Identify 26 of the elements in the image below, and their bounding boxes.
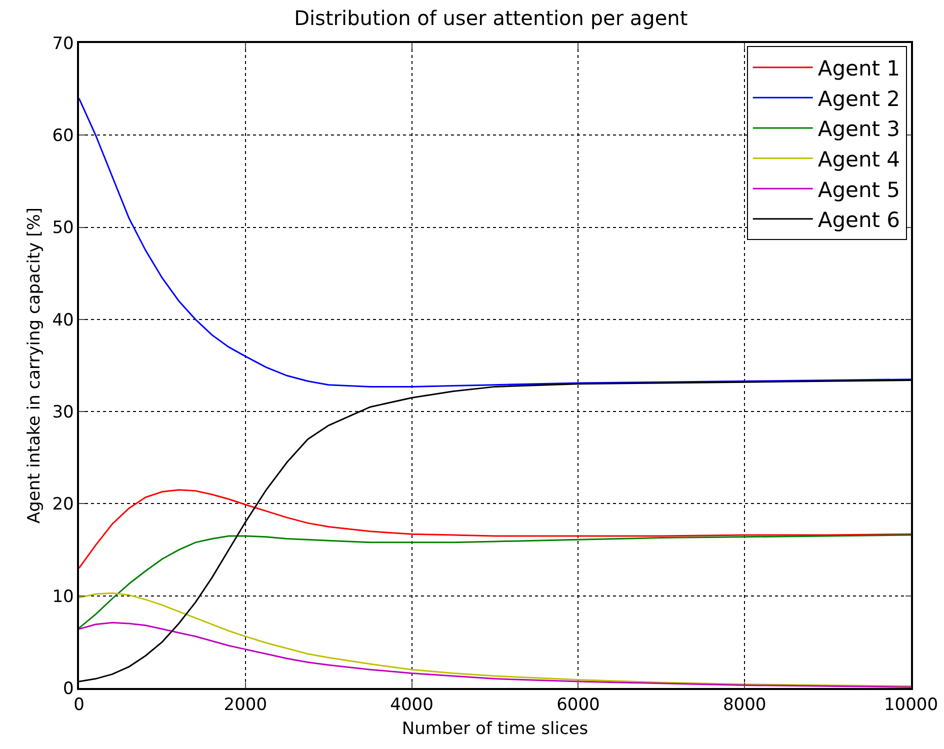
y-tick-label: 30 [52,402,74,423]
legend-label: Agent 5 [818,178,900,202]
y-tick-label: 40 [52,310,74,330]
legend-label: Agent 1 [818,56,900,81]
y-tick-label: 60 [52,126,74,146]
line-series [79,534,911,629]
x-axis-title: Number of time slices [402,719,588,740]
y-tick-label: 0 [63,678,74,699]
legend-label: Agent 2 [818,86,900,111]
y-tick-label: 20 [52,494,74,515]
legend-label: Agent 6 [818,208,900,232]
x-tick-label: 8000 [722,695,766,716]
legend-label: Agent 4 [818,147,900,172]
x-tick-label: 2000 [224,695,268,716]
x-tick-label: 10000 [884,695,938,716]
line-series [79,592,911,687]
x-tick-label: 6000 [556,695,600,716]
legend-label: Agent 3 [818,117,900,142]
y-tick-label: 50 [52,218,74,238]
chart-title: Distribution of user attention per agent [294,6,688,30]
line-series [79,489,911,569]
x-tick-label: 4000 [390,695,434,716]
y-axis-title: Agent intake in carrying capacity [%] [24,207,44,524]
y-tick-label: 10 [52,586,74,607]
line-series [79,622,911,688]
y-tick-label: 70 [52,34,74,54]
